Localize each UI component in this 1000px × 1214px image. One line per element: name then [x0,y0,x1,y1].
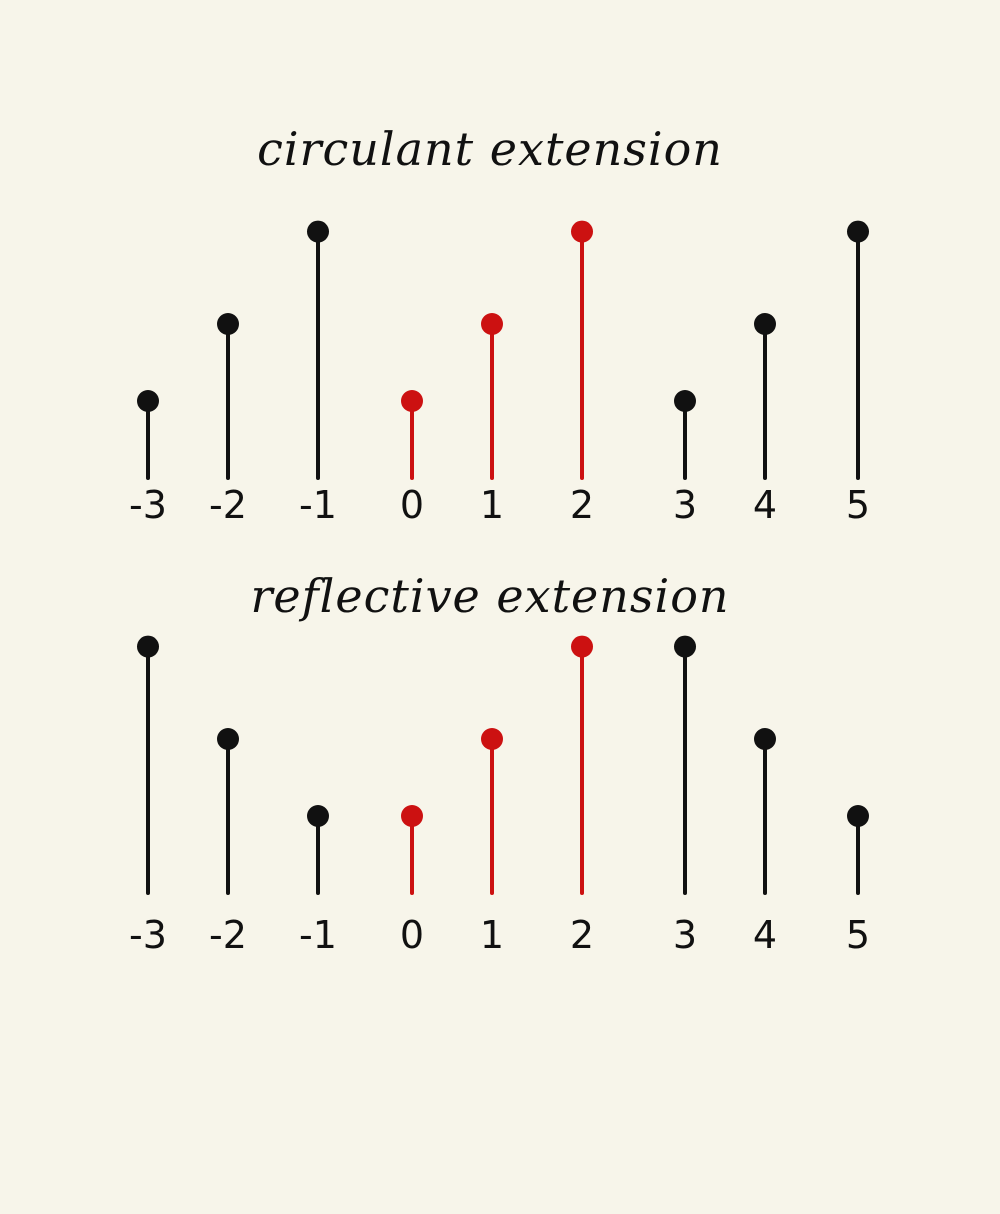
tick-label: 4 [753,483,777,527]
tick-label: -1 [299,483,337,527]
stem-marker--2 [217,728,239,750]
reflective-title: reflective extension [250,569,729,623]
tick-label: -2 [209,483,247,527]
tick-label: 0 [400,483,424,527]
stem-marker-4 [754,313,776,335]
tick-label: -1 [299,913,337,957]
tick-label: -3 [129,483,167,527]
reflective-tick-labels: -3 -2 -1 0 1 2 3 4 5 [129,913,870,957]
stem-marker--1 [307,220,329,243]
stem-marker--3 [137,635,159,658]
tick-label: -2 [209,913,247,957]
stem-marker--3 [137,390,159,412]
tick-label: 5 [846,913,870,957]
tick-label: 0 [400,913,424,957]
stem-marker-2 [571,635,593,658]
reflective-stems [137,635,869,895]
stem-marker-1 [481,313,503,335]
circulant-title: circulant extension [257,122,723,176]
tick-label: 2 [570,483,594,527]
stem-marker-5 [847,805,869,827]
tick-label: 4 [753,913,777,957]
stem-marker-4 [754,728,776,750]
tick-label: 5 [846,483,870,527]
tick-label: 2 [570,913,594,957]
tick-label: 3 [673,913,697,957]
tick-label: 3 [673,483,697,527]
circulant-tick-labels: -3 -2 -1 0 1 2 3 4 5 [129,483,870,527]
stem-marker--2 [217,313,239,335]
circulant-panel: circulant extension -3 -2 -1 0 1 2 3 4 5 [129,122,870,527]
stem-marker-0 [401,390,423,412]
tick-label: 1 [480,483,504,527]
stem-marker-1 [481,728,503,750]
stem-marker-2 [571,220,593,243]
reflective-panel: reflective extension -3 -2 -1 0 1 2 3 4 5 [129,569,870,957]
tick-label: 1 [480,913,504,957]
circulant-stems [137,220,869,480]
tick-label: -3 [129,913,167,957]
stem-marker-3 [674,635,696,658]
stem-marker-0 [401,805,423,827]
stem-marker-3 [674,390,696,412]
stem-marker-5 [847,220,869,243]
stem-marker--1 [307,805,329,827]
